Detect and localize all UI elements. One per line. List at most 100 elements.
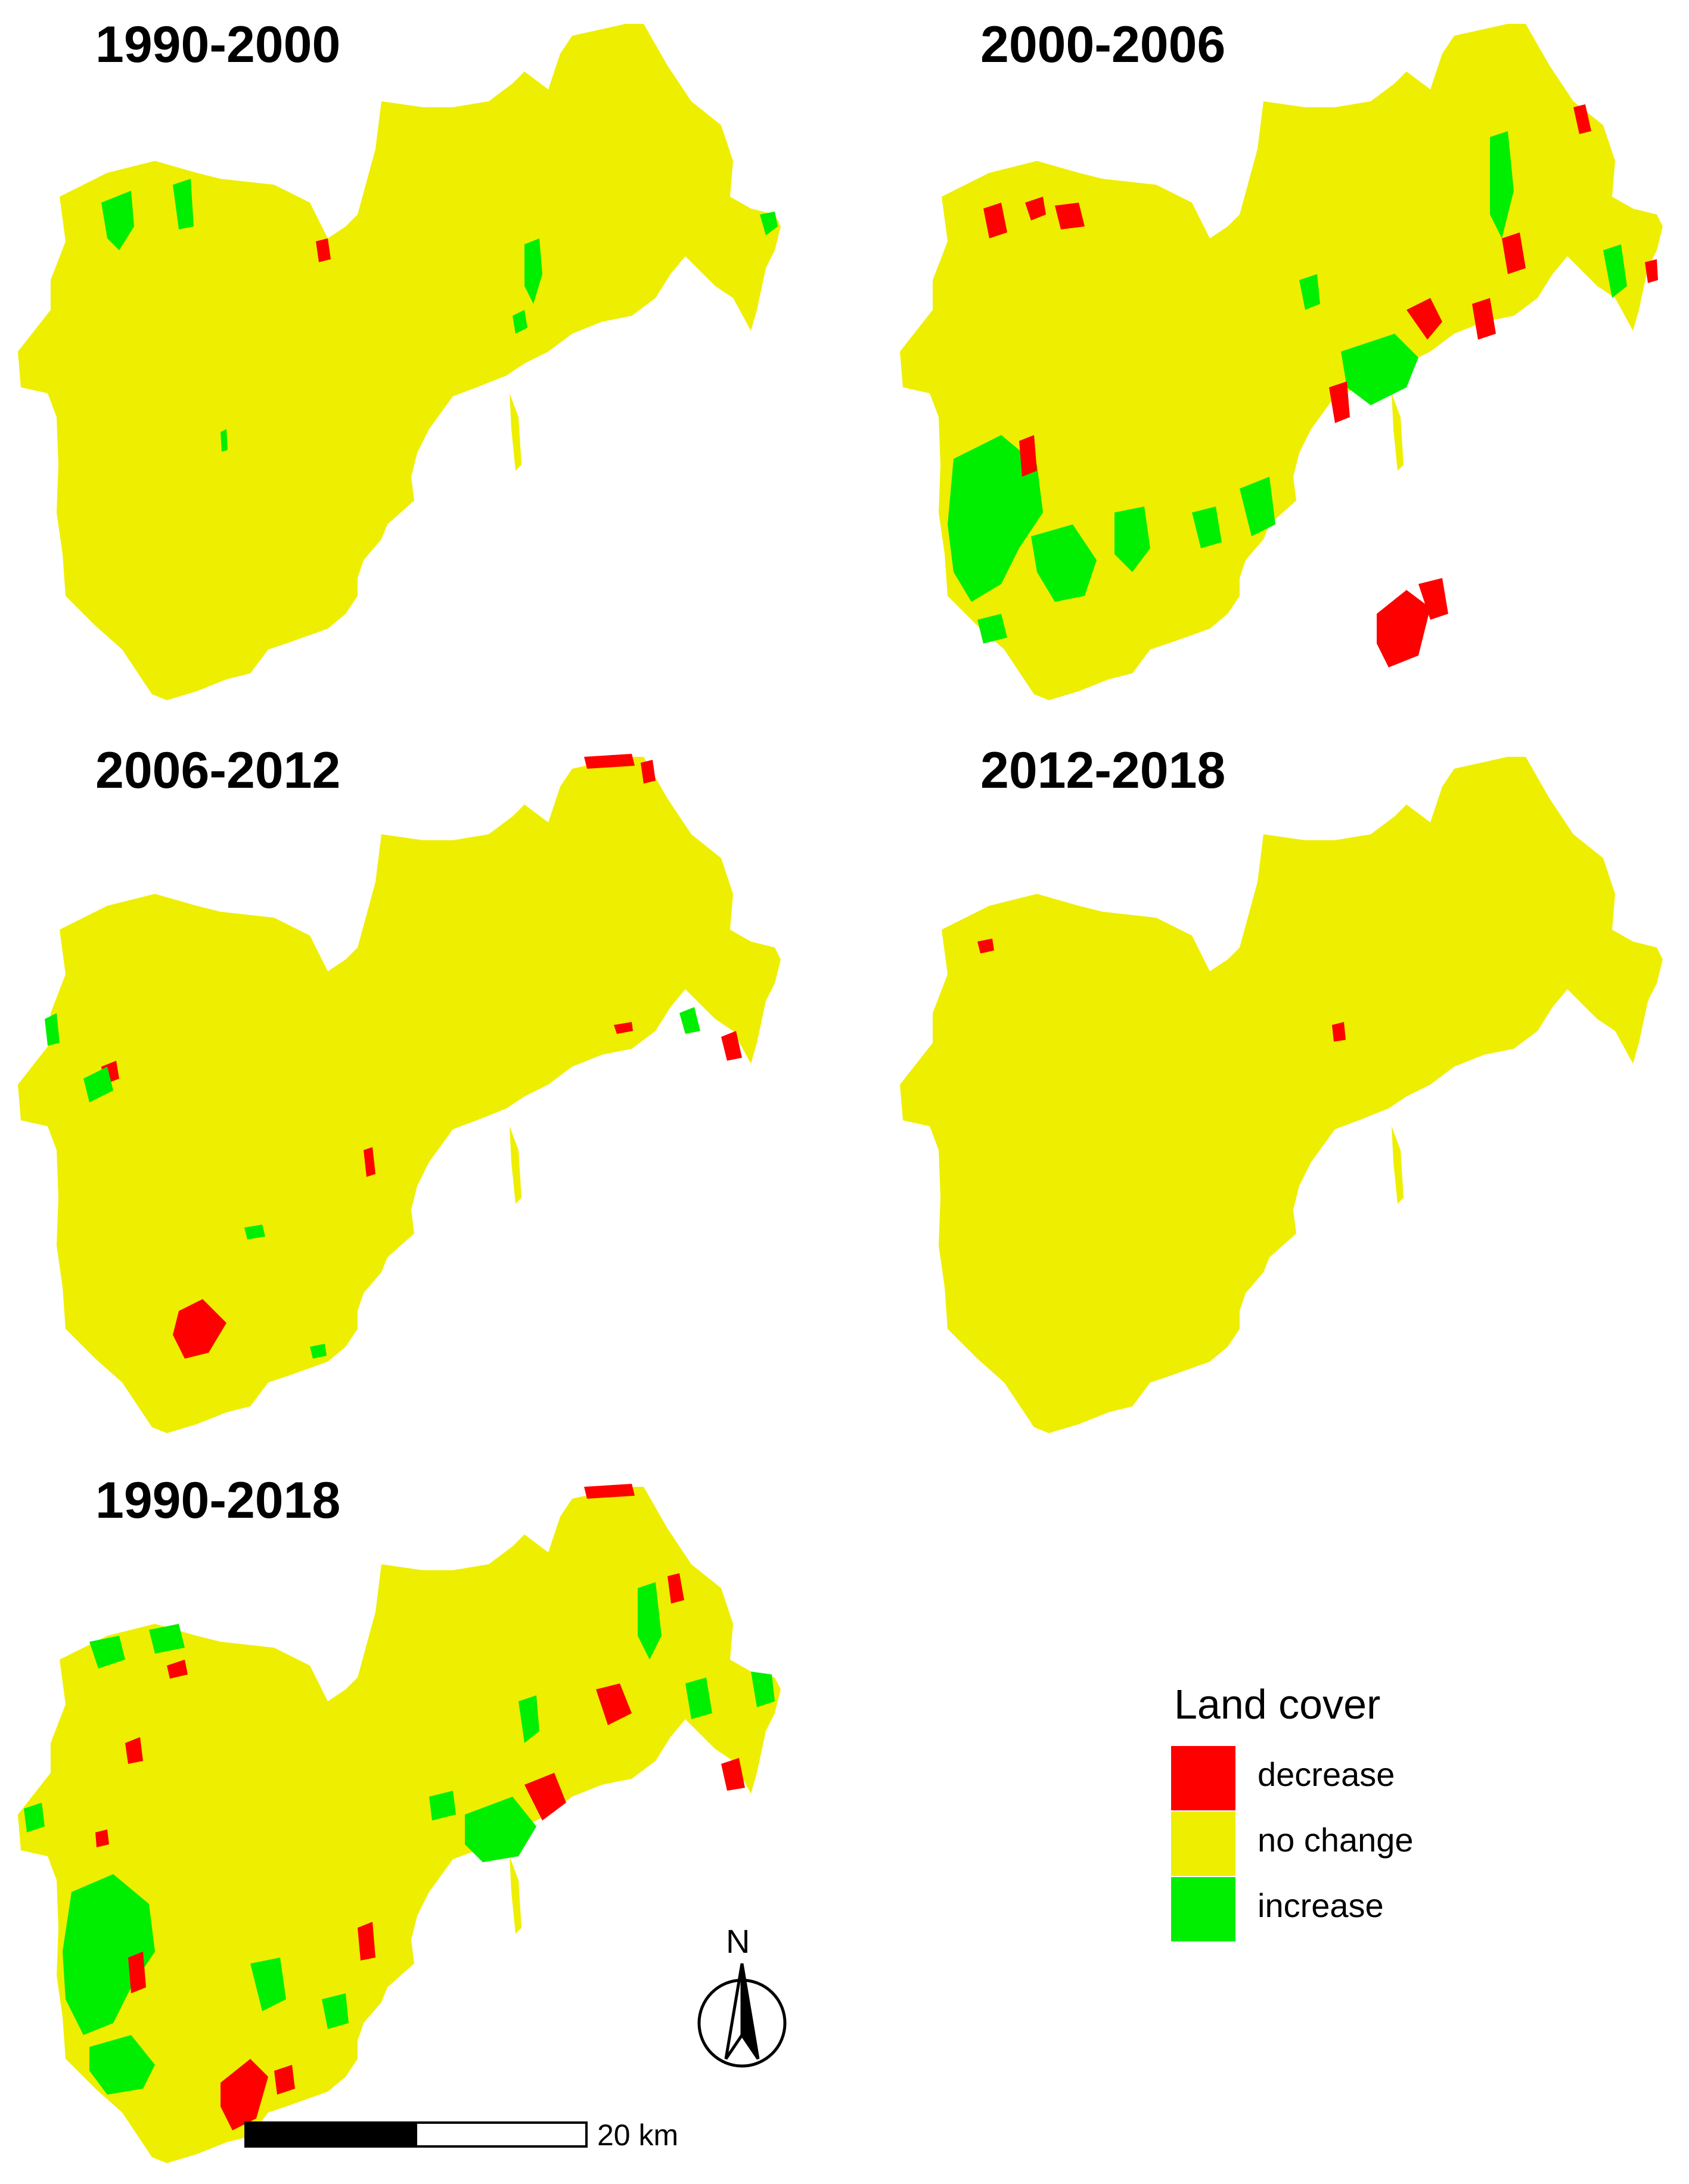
increase-patch: [221, 429, 228, 452]
decrease-patch: [1332, 1022, 1346, 1042]
panel-title: 2000-2006: [980, 16, 1226, 73]
decrease-patch: [721, 1758, 745, 1791]
map-panel-2000-2006: 2000-2006: [882, 0, 1689, 733]
increase-patch: [679, 1007, 700, 1034]
increase-patch: [1114, 507, 1150, 572]
decrease-patch: [584, 1484, 635, 1499]
legend-swatch-no-change: [1171, 1812, 1235, 1876]
decrease-patch: [1407, 298, 1442, 340]
increase-patch: [751, 1672, 775, 1707]
increase-patch: [519, 1695, 539, 1743]
decrease-patch: [1329, 381, 1350, 423]
decrease-patch: [596, 1683, 632, 1725]
region-map: [900, 757, 1663, 1433]
region-shape: [900, 24, 1663, 700]
decrease-patch: [1418, 578, 1448, 620]
panel-title: 1990-2018: [95, 1472, 341, 1529]
change-patches: [24, 1484, 775, 2130]
increase-patch: [83, 1067, 113, 1102]
increase-patch: [24, 1803, 45, 1832]
legend-label: no change: [1258, 1821, 1414, 1859]
increase-patch: [948, 435, 1043, 602]
increase-patch: [465, 1797, 536, 1862]
decrease-patch: [128, 1952, 146, 1993]
increase-patch: [250, 1958, 286, 2011]
increase-patch: [1490, 131, 1514, 238]
decrease-patch: [1502, 232, 1526, 274]
increase-patch: [63, 1874, 155, 2035]
decrease-patch: [1019, 435, 1037, 477]
increase-patch: [149, 1624, 185, 1654]
change-patches: [101, 179, 778, 452]
increase-patch: [244, 1225, 265, 1239]
increase-patch: [513, 310, 527, 334]
decrease-patch: [584, 754, 635, 769]
legend-swatch-increase: [1171, 1877, 1235, 1941]
legend-label: decrease: [1258, 1756, 1395, 1793]
increase-patch: [173, 179, 194, 229]
decrease-patch: [1573, 104, 1591, 134]
north-arrow: N: [685, 1925, 799, 2080]
decrease-patch: [358, 1922, 375, 1961]
scale-bar-label: 20 km: [597, 2118, 679, 2152]
decrease-patch: [173, 1299, 226, 1359]
decrease-patch: [977, 939, 994, 953]
decrease-patch: [721, 1031, 742, 1061]
increase-patch: [977, 614, 1007, 644]
change-patches: [977, 939, 1346, 1042]
decrease-patch: [1025, 197, 1046, 220]
north-arrow-label: N: [726, 1922, 750, 1960]
decrease-patch: [641, 760, 656, 784]
increase-patch: [1603, 244, 1627, 298]
legend-label: increase: [1258, 1887, 1384, 1924]
decrease-patch: [614, 1022, 633, 1034]
legend-swatch-decrease: [1171, 1746, 1235, 1810]
map-panel-2006-2012: 2006-2012: [0, 733, 844, 1466]
map-panel-2012-2018: 2012-2018: [882, 733, 1689, 1466]
increase-patch: [45, 1013, 60, 1046]
decrease-patch: [316, 238, 331, 262]
increase-patch: [524, 238, 542, 304]
scale-bar-white-segment: [415, 2121, 588, 2148]
region-map: [18, 1484, 781, 2163]
decrease-patch: [364, 1147, 375, 1177]
region-shape: [18, 24, 781, 700]
increase-patch: [638, 1582, 662, 1660]
compass-icon: [697, 1963, 787, 2068]
decrease-patch: [1055, 203, 1085, 229]
map-panel-1990-2000: 1990-2000: [0, 0, 844, 733]
increase-patch: [1341, 334, 1418, 405]
increase-patch: [310, 1344, 327, 1359]
increase-patch: [322, 1993, 349, 2029]
increase-patch: [89, 2035, 155, 2095]
region-shape: [900, 757, 1663, 1433]
decrease-patch: [167, 1660, 188, 1679]
increase-patch: [101, 191, 134, 250]
panel-title: 2006-2012: [95, 742, 341, 799]
region-shape: [18, 757, 781, 1433]
change-patches: [948, 104, 1658, 667]
increase-patch: [89, 1636, 125, 1669]
region-map: [18, 24, 781, 700]
decrease-patch: [125, 1737, 143, 1764]
decrease-patch: [274, 2065, 295, 2095]
scale-bar-black-segment: [244, 2121, 417, 2148]
increase-patch: [685, 1677, 712, 1719]
decrease-patch: [983, 203, 1007, 238]
legend-title: Land cover: [1174, 1681, 1381, 1728]
increase-patch: [429, 1791, 456, 1820]
region-shape: [18, 1487, 781, 2163]
increase-patch: [1192, 507, 1222, 548]
decrease-patch: [1472, 298, 1496, 340]
change-patches: [45, 754, 742, 1359]
region-map: [18, 754, 781, 1433]
increase-patch: [1031, 524, 1097, 602]
decrease-patch: [221, 2059, 268, 2130]
decrease-patch: [1645, 259, 1658, 283]
decrease-patch: [667, 1573, 684, 1604]
panel-title: 2012-2018: [980, 742, 1226, 799]
region-map: [900, 24, 1663, 700]
decrease-patch: [524, 1773, 566, 1820]
increase-patch: [760, 212, 778, 235]
map-panel-1990-2018: 1990-2018: [0, 1463, 844, 2184]
